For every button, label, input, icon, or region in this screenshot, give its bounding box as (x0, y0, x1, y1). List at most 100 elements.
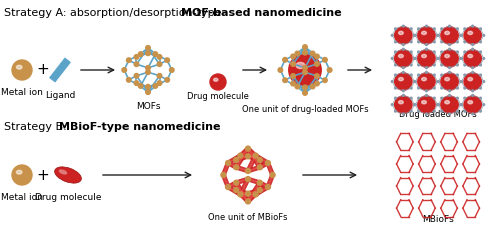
Circle shape (472, 95, 474, 96)
Circle shape (448, 113, 450, 115)
Circle shape (134, 55, 139, 59)
Circle shape (426, 44, 428, 45)
Circle shape (410, 51, 412, 53)
Circle shape (456, 87, 458, 89)
Circle shape (448, 71, 450, 73)
Circle shape (246, 199, 250, 204)
Circle shape (438, 104, 440, 106)
Circle shape (210, 74, 226, 90)
Circle shape (414, 81, 416, 82)
Circle shape (410, 110, 412, 112)
Circle shape (456, 64, 458, 66)
Circle shape (441, 50, 458, 67)
Circle shape (12, 60, 32, 80)
Circle shape (448, 90, 450, 92)
Circle shape (246, 168, 250, 173)
Text: Drug loaded MOFs: Drug loaded MOFs (399, 110, 477, 119)
Circle shape (434, 64, 435, 66)
Circle shape (394, 27, 412, 44)
Circle shape (438, 58, 440, 59)
Ellipse shape (398, 101, 404, 104)
Circle shape (170, 68, 174, 72)
Ellipse shape (398, 54, 404, 58)
Circle shape (460, 58, 462, 59)
Circle shape (295, 51, 300, 56)
Ellipse shape (422, 31, 426, 34)
Ellipse shape (468, 54, 472, 58)
FancyBboxPatch shape (49, 57, 71, 82)
Circle shape (394, 50, 412, 67)
Circle shape (402, 95, 404, 96)
Circle shape (464, 110, 466, 112)
Circle shape (302, 50, 308, 55)
Circle shape (436, 104, 438, 106)
Circle shape (238, 153, 243, 158)
Circle shape (472, 113, 474, 115)
Circle shape (418, 64, 420, 66)
Circle shape (122, 68, 126, 72)
Circle shape (441, 96, 458, 113)
Circle shape (392, 104, 393, 106)
Circle shape (310, 51, 315, 56)
Circle shape (460, 81, 462, 82)
Circle shape (480, 87, 482, 89)
Circle shape (153, 52, 158, 56)
Circle shape (314, 54, 319, 59)
Circle shape (283, 58, 288, 62)
Circle shape (456, 97, 458, 99)
Circle shape (434, 87, 435, 89)
Circle shape (456, 28, 458, 30)
Circle shape (460, 58, 462, 59)
Ellipse shape (214, 78, 218, 81)
Circle shape (436, 34, 438, 36)
Circle shape (426, 48, 428, 50)
Circle shape (402, 48, 404, 50)
Text: Strategy B:: Strategy B: (4, 122, 70, 132)
Circle shape (456, 110, 458, 112)
Circle shape (441, 51, 442, 53)
Circle shape (426, 90, 428, 92)
Circle shape (278, 68, 282, 72)
Circle shape (414, 104, 416, 106)
Circle shape (394, 110, 396, 112)
Circle shape (238, 192, 243, 197)
Circle shape (436, 81, 438, 82)
Circle shape (464, 41, 466, 43)
Circle shape (410, 74, 412, 76)
Text: Metal ion: Metal ion (1, 193, 43, 202)
Circle shape (392, 34, 393, 36)
Circle shape (291, 81, 296, 86)
Text: Drug molecule: Drug molecule (187, 92, 249, 101)
Circle shape (483, 34, 484, 36)
Ellipse shape (398, 31, 404, 34)
Circle shape (418, 96, 435, 113)
Circle shape (266, 161, 270, 165)
Circle shape (146, 65, 150, 70)
Circle shape (483, 58, 484, 59)
Circle shape (472, 71, 474, 73)
Circle shape (291, 54, 296, 59)
Circle shape (441, 87, 442, 89)
Circle shape (402, 90, 404, 92)
Circle shape (456, 41, 458, 43)
Circle shape (434, 97, 435, 99)
Circle shape (157, 55, 162, 59)
Ellipse shape (54, 167, 82, 183)
Circle shape (418, 74, 420, 76)
Circle shape (464, 51, 466, 53)
Circle shape (460, 34, 462, 36)
Circle shape (472, 48, 474, 50)
Circle shape (434, 74, 435, 76)
Circle shape (464, 87, 466, 89)
Circle shape (441, 64, 442, 66)
Circle shape (402, 25, 404, 27)
Ellipse shape (422, 101, 426, 104)
Circle shape (12, 165, 32, 185)
Ellipse shape (468, 31, 472, 34)
Circle shape (246, 191, 250, 196)
Circle shape (448, 67, 450, 69)
Circle shape (394, 51, 396, 53)
Circle shape (410, 41, 412, 43)
Circle shape (258, 158, 262, 162)
Circle shape (480, 110, 482, 112)
